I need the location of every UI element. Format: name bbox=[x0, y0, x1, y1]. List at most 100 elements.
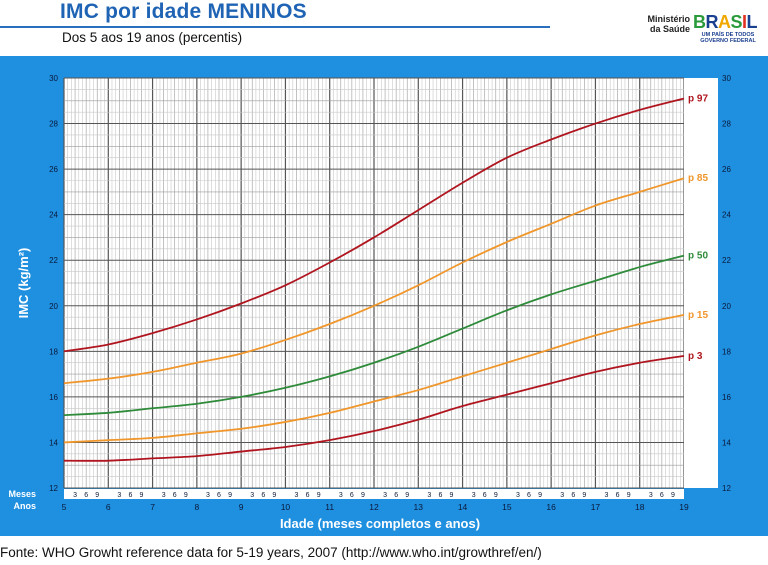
ministry-line-1: Ministério bbox=[647, 14, 690, 24]
month-tick-label: 6 bbox=[350, 492, 354, 499]
brasil-logo: BRASIL UM PAÍS DE TODOS GOVERNO FEDERAL bbox=[693, 12, 763, 44]
month-tick-label: 6 bbox=[306, 492, 310, 499]
x-tick-label: 9 bbox=[239, 502, 244, 512]
x-tick-label: 5 bbox=[62, 502, 67, 512]
month-tick-label: 6 bbox=[527, 492, 531, 499]
month-tick-label: 6 bbox=[84, 492, 88, 499]
y-tick-label-left: 26 bbox=[49, 165, 58, 174]
month-tick-label: 6 bbox=[616, 492, 620, 499]
x-tick-label: 16 bbox=[546, 502, 556, 512]
series-label-p50: p 50 bbox=[688, 251, 708, 262]
x-tick-label: 15 bbox=[502, 502, 512, 512]
month-tick-label: 9 bbox=[140, 492, 144, 499]
month-tick-label: 9 bbox=[450, 492, 454, 499]
x-tick-label: 6 bbox=[106, 502, 111, 512]
month-tick-label: 3 bbox=[117, 492, 121, 499]
series-label-p15: p 15 bbox=[688, 310, 708, 321]
month-tick-label: 3 bbox=[162, 492, 166, 499]
month-tick-label: 6 bbox=[438, 492, 442, 499]
x-tick-label: 14 bbox=[458, 502, 468, 512]
y-axis-title: IMC (kg/m²) bbox=[16, 248, 31, 319]
series-label-p3: p 3 bbox=[688, 351, 703, 362]
series-line-p15 bbox=[63, 314, 685, 444]
page-subtitle: Dos 5 aos 19 anos (percentis) bbox=[62, 30, 243, 45]
series-line-p50 bbox=[63, 254, 685, 417]
ministry-label: Ministério da Saúde bbox=[646, 14, 690, 34]
series-label-strip bbox=[684, 78, 718, 488]
x-tick-label: 8 bbox=[194, 502, 199, 512]
series-label-p97: p 97 bbox=[688, 94, 708, 105]
y-tick-label-right: 24 bbox=[722, 211, 731, 220]
series-line-p97 bbox=[63, 97, 685, 353]
month-tick-label: 3 bbox=[383, 492, 387, 499]
month-tick-label: 6 bbox=[483, 492, 487, 499]
y-tick-label-right: 18 bbox=[722, 347, 731, 356]
y-tick-label-right: 22 bbox=[722, 256, 731, 265]
month-tick-label: 6 bbox=[660, 492, 664, 499]
y-tick-label-left: 12 bbox=[49, 484, 58, 493]
y-tick-label-left: 18 bbox=[49, 347, 58, 356]
month-tick-label: 6 bbox=[217, 492, 221, 499]
month-tick-label: 9 bbox=[538, 492, 542, 499]
x-tick-label: 10 bbox=[281, 502, 291, 512]
month-tick-label: 9 bbox=[671, 492, 675, 499]
x-tick-label: 12 bbox=[369, 502, 379, 512]
month-tick-label: 3 bbox=[649, 492, 653, 499]
month-tick-label: 9 bbox=[494, 492, 498, 499]
month-tick-label: 6 bbox=[571, 492, 575, 499]
month-tick-label: 6 bbox=[261, 492, 265, 499]
x-tick-label: 18 bbox=[635, 502, 645, 512]
month-tick-label: 3 bbox=[472, 492, 476, 499]
years-row-label: Anos bbox=[14, 501, 37, 511]
month-tick-label: 9 bbox=[95, 492, 99, 499]
ministry-line-2: da Saúde bbox=[649, 24, 690, 34]
brasil-logo-tagline: UM PAÍS DE TODOS bbox=[701, 32, 755, 38]
month-tick-label: 9 bbox=[582, 492, 586, 499]
month-tick-label: 9 bbox=[272, 492, 276, 499]
x-tick-label: 13 bbox=[414, 502, 424, 512]
x-tick-label: 17 bbox=[591, 502, 601, 512]
month-tick-label: 6 bbox=[394, 492, 398, 499]
x-tick-label: 7 bbox=[150, 502, 155, 512]
x-tick-label: 11 bbox=[325, 502, 334, 512]
series-label-p85: p 85 bbox=[688, 173, 708, 184]
chart-panel: 12 12 14 14 16 16 18 18 20 20 22 22 24 24 26 26 28 28 30 30… bbox=[0, 56, 768, 536]
source-footer: Fonte: WHO Growht reference data for 5-1… bbox=[0, 545, 542, 560]
month-tick-label: 9 bbox=[361, 492, 365, 499]
month-tick-label: 3 bbox=[250, 492, 254, 499]
month-tick-label: 3 bbox=[73, 492, 77, 499]
month-tick-label: 9 bbox=[228, 492, 232, 499]
y-tick-label-left: 20 bbox=[49, 302, 58, 311]
x-tick-label: 19 bbox=[679, 502, 689, 512]
month-tick-label: 3 bbox=[206, 492, 210, 499]
series-line-p3 bbox=[63, 354, 685, 462]
title-underline bbox=[0, 26, 550, 28]
y-tick-label-right: 12 bbox=[722, 484, 731, 493]
month-tick-label: 3 bbox=[295, 492, 299, 499]
y-tick-label-right: 20 bbox=[722, 302, 731, 311]
y-tick-label-right: 30 bbox=[722, 74, 731, 83]
month-tick-label: 6 bbox=[173, 492, 177, 499]
month-tick-label: 9 bbox=[184, 492, 188, 499]
page-title: IMC por idade MENINOS bbox=[60, 0, 307, 23]
month-tick-label: 3 bbox=[427, 492, 431, 499]
chart-lines bbox=[63, 97, 685, 462]
y-tick-label-right: 28 bbox=[722, 120, 731, 129]
month-tick-label: 9 bbox=[627, 492, 631, 499]
y-tick-label-right: 26 bbox=[722, 165, 731, 174]
y-tick-label-left: 24 bbox=[49, 211, 58, 220]
chart-labels: 12 12 14 14 16 16 18 18 20 20 22 22 24 24 26 26 28 28 30 30… bbox=[8, 74, 731, 531]
month-tick-label: 3 bbox=[339, 492, 343, 499]
y-tick-label-left: 22 bbox=[49, 256, 58, 265]
month-tick-label: 9 bbox=[405, 492, 409, 499]
y-tick-label-left: 16 bbox=[49, 393, 58, 402]
y-tick-label-right: 14 bbox=[722, 438, 731, 447]
series-line-p85 bbox=[63, 177, 685, 385]
months-row-label: Meses bbox=[8, 489, 36, 499]
y-tick-label-left: 28 bbox=[49, 120, 58, 129]
month-tick-label: 3 bbox=[605, 492, 609, 499]
y-tick-label-left: 30 bbox=[49, 74, 58, 83]
x-axis-title: Idade (meses completos e anos) bbox=[280, 516, 480, 531]
brasil-logo-gov: GOVERNO FEDERAL bbox=[700, 38, 756, 44]
month-strip bbox=[64, 489, 684, 499]
